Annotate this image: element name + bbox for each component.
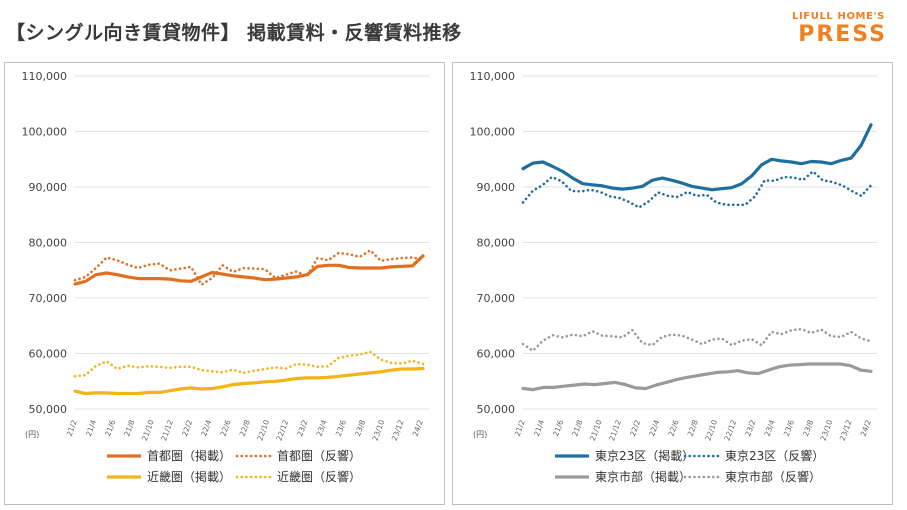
y-tick-label: 80,000 — [29, 237, 68, 250]
legend-label: 東京23区（反響） — [725, 448, 824, 463]
x-tick-label: 23/12 — [390, 418, 406, 442]
y-tick-label: 80,000 — [477, 237, 516, 250]
y-tick-label: 90,000 — [29, 181, 68, 194]
x-tick-label: 21/8 — [122, 418, 136, 437]
chart-metro-areas: 50,000 60,000 70,000 80,000 90,000 100,000 110… — [22, 70, 429, 484]
x-tick-label: 21/12 — [159, 418, 175, 442]
x-tick-label: 23/10 — [371, 418, 387, 442]
series-line-0 — [73, 254, 425, 286]
y-tick-label: 100,000 — [470, 126, 516, 139]
series-line-2 — [521, 362, 873, 392]
y-tick-label: 70,000 — [477, 292, 516, 305]
y-tick-label: 110,000 — [470, 70, 516, 83]
x-tick-label: 21/2 — [65, 418, 79, 437]
x-tick-label: 23/6 — [782, 418, 796, 437]
legend-label: 首都圏（掲載） — [147, 448, 231, 463]
page-title: 【シングル向き賃貸物件】 掲載賃料・反響賃料推移 — [6, 22, 462, 44]
x-tick-label: 21/8 — [570, 418, 584, 437]
legend-label: 首都圏（反響） — [277, 448, 361, 463]
chart-tokyo-areas: 50,000 60,000 70,000 80,000 90,000 100,000 110… — [470, 70, 877, 484]
legend-label: 東京市部（反響） — [725, 469, 821, 484]
series-line-3 — [73, 350, 425, 378]
unit-label: (円) — [473, 430, 487, 439]
chart-panel-metro: 50,000 60,000 70,000 80,000 90,000 100,000 110… — [4, 62, 445, 505]
x-tick-label: 22/4 — [647, 418, 661, 437]
series-line-3 — [521, 327, 873, 353]
x-tick-label: 23/10 — [819, 418, 835, 442]
x-tick-label: 23/4 — [763, 418, 777, 437]
unit-label: (円) — [25, 430, 39, 439]
y-tick-label: 50,000 — [29, 403, 68, 416]
x-tick-label: 22/4 — [199, 418, 213, 437]
series-line-2 — [73, 366, 425, 396]
series-line-1 — [73, 249, 425, 286]
x-tick-label: 21/2 — [513, 418, 527, 437]
legend-label: 近畿圏（掲載） — [147, 469, 231, 484]
x-tick-label: 23/4 — [315, 418, 329, 437]
y-tick-label: 90,000 — [477, 181, 516, 194]
x-tick-label: 24/2 — [859, 418, 873, 437]
x-tick-label: 23/8 — [353, 418, 367, 437]
x-tick-label: 22/12 — [722, 418, 738, 442]
y-tick-label: 70,000 — [29, 292, 68, 305]
x-tick-label: 21/6 — [551, 418, 565, 437]
x-tick-label: 22/2 — [180, 418, 194, 437]
x-tick-label: 22/8 — [238, 418, 252, 437]
y-tick-label: 100,000 — [22, 126, 68, 139]
x-tick-label: 21/4 — [84, 418, 98, 437]
brand-logo-subtitle: LIFULL HOME'S — [792, 11, 885, 22]
x-tick-label: 21/10 — [588, 418, 604, 442]
x-tick-label: 22/2 — [628, 418, 642, 437]
x-tick-label: 21/12 — [607, 418, 623, 442]
x-tick-label: 21/4 — [532, 418, 546, 437]
x-tick-label: 23/2 — [295, 418, 309, 437]
chart-panel-tokyo: 50,000 60,000 70,000 80,000 90,000 100,000 110… — [452, 62, 893, 505]
x-tick-label: 22/8 — [686, 418, 700, 437]
legend-label: 東京23区（掲載） — [595, 448, 694, 463]
y-tick-label: 60,000 — [29, 348, 68, 361]
x-tick-label: 23/12 — [838, 418, 854, 442]
brand-logo: PRESS — [798, 22, 887, 47]
x-tick-label: 22/10 — [255, 418, 271, 442]
y-tick-label: 50,000 — [477, 403, 516, 416]
x-tick-label: 23/2 — [743, 418, 757, 437]
series-line-1 — [521, 170, 873, 209]
series-line-0 — [521, 123, 873, 192]
x-tick-label: 22/6 — [218, 418, 232, 437]
x-tick-label: 22/6 — [666, 418, 680, 437]
x-tick-label: 23/6 — [334, 418, 348, 437]
x-tick-label: 21/6 — [103, 418, 117, 437]
x-tick-label: 24/2 — [411, 418, 425, 437]
x-tick-label: 23/8 — [801, 418, 815, 437]
x-tick-label: 22/12 — [274, 418, 290, 442]
y-tick-label: 60,000 — [477, 348, 516, 361]
x-tick-label: 22/10 — [703, 418, 719, 442]
y-tick-label: 110,000 — [22, 70, 68, 83]
legend-label: 東京市部（掲載） — [595, 469, 691, 484]
x-tick-label: 21/10 — [140, 418, 156, 442]
legend-label: 近畿圏（反響） — [277, 469, 361, 484]
